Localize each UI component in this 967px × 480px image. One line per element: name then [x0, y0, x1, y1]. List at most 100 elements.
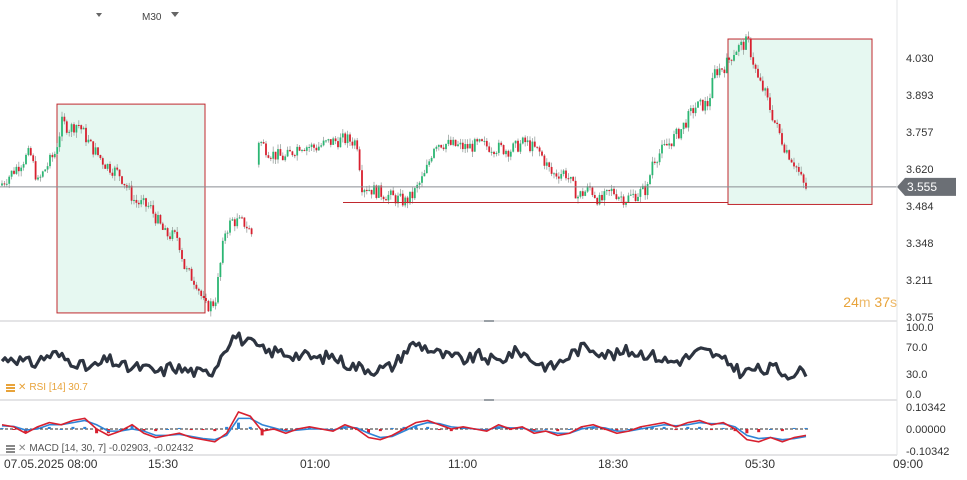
- candle-body: [788, 150, 791, 160]
- macd-histogram-bar: [95, 429, 99, 434]
- candle-body: [461, 142, 464, 150]
- candle-body: [375, 185, 378, 198]
- candle-body: [233, 219, 236, 227]
- close-icon[interactable]: ✕: [18, 442, 27, 454]
- candle-body: [327, 139, 330, 141]
- candle-body: [82, 127, 85, 130]
- countdown-s-unit: s: [890, 294, 897, 310]
- candle-body: [29, 148, 32, 156]
- rsi-legend[interactable]: ✕ RSI [14] 30.7: [6, 382, 88, 393]
- candle-body: [778, 124, 781, 134]
- candlestick-series[interactable]: [1, 31, 807, 317]
- candle-body: [361, 170, 363, 193]
- macd-pane: [0, 410, 810, 443]
- candle-body: [344, 133, 347, 144]
- candle-body: [733, 54, 735, 61]
- pane-resize-handle[interactable]: [484, 320, 494, 322]
- candle-body: [718, 68, 721, 76]
- bars-icon[interactable]: [6, 445, 15, 453]
- candle-body: [567, 178, 570, 180]
- candle-body: [241, 217, 243, 219]
- price-tick-label: 3.075: [906, 312, 934, 324]
- candle-body: [188, 268, 191, 270]
- price-tick-label: 3.620: [906, 164, 934, 176]
- time-tick-label: 05:30: [745, 457, 775, 471]
- candle-body: [97, 147, 99, 155]
- candle-body: [1, 183, 3, 186]
- candle-body: [627, 195, 630, 203]
- timeframe-selector[interactable]: M30: [142, 12, 162, 23]
- candle-body: [682, 122, 685, 130]
- candle-body: [404, 197, 407, 206]
- candle-body: [289, 149, 291, 152]
- candle-body: [754, 64, 757, 69]
- candle-body: [692, 108, 695, 114]
- candle-body: [56, 147, 59, 154]
- candle-body: [394, 195, 397, 204]
- candle-body: [207, 300, 210, 312]
- macd-histogram-bar: [343, 426, 347, 429]
- candle-body: [281, 155, 284, 161]
- candle-body: [670, 143, 673, 147]
- macd-tick-label: 0.00000: [906, 424, 946, 436]
- close-icon[interactable]: ✕: [18, 381, 27, 393]
- candle-body: [661, 144, 663, 154]
- candle-body: [365, 189, 368, 191]
- candle-body: [776, 122, 779, 125]
- candle-body: [8, 176, 11, 184]
- candle-body: [49, 154, 51, 167]
- pane-resize-handle[interactable]: [484, 399, 494, 401]
- candle-body: [197, 288, 200, 291]
- macd-histogram-bar: [579, 426, 583, 429]
- candle-body: [764, 88, 767, 91]
- macd-legend[interactable]: ✕ MACD [14, 30, 7] -0.02903, -0.02432: [6, 443, 193, 454]
- candle-body: [673, 134, 675, 147]
- candle-body: [157, 214, 159, 224]
- candle-body: [101, 158, 104, 165]
- macd-histogram-bar: [307, 426, 311, 429]
- macd-histogram-bar: [780, 429, 784, 432]
- rsi-tick-label: 0.0: [906, 389, 921, 401]
- candle-body: [380, 185, 383, 197]
- candle-body: [349, 134, 351, 142]
- candle-body: [296, 146, 299, 156]
- macd-histogram-bar: [83, 426, 87, 429]
- candle-body: [497, 142, 500, 153]
- price-tick-label: 3.757: [906, 127, 934, 139]
- candle-body: [392, 190, 395, 196]
- candle-body: [209, 301, 212, 312]
- bars-icon[interactable]: [6, 384, 15, 392]
- candle-body: [202, 296, 205, 298]
- candle-body: [229, 220, 231, 233]
- candle-body: [147, 205, 150, 207]
- candle-body: [185, 268, 188, 270]
- candle-body: [37, 177, 39, 180]
- candle-body: [771, 109, 774, 121]
- candle-body: [793, 162, 795, 167]
- candle-body: [805, 182, 807, 189]
- candle-body: [709, 98, 711, 107]
- candle-body: [524, 137, 527, 143]
- price-tick-label: 3.893: [906, 90, 934, 102]
- candle-body: [25, 154, 27, 165]
- candle-body: [545, 162, 548, 166]
- candle-body: [53, 153, 56, 158]
- candle-body: [704, 101, 707, 111]
- macd-tick-label: 0.10342: [906, 402, 946, 414]
- caret-down-icon[interactable]: [96, 13, 102, 17]
- candle-body: [634, 193, 637, 202]
- candle-body: [517, 140, 519, 152]
- candle-body: [425, 164, 428, 174]
- price-tag-shape: [897, 177, 956, 196]
- macd-line: [1, 410, 807, 443]
- candle-body: [680, 129, 683, 139]
- candle-body: [433, 148, 435, 158]
- caret-down-icon[interactable]: [171, 12, 179, 17]
- candle-body: [665, 143, 668, 146]
- candle-body: [502, 145, 505, 155]
- candle-body: [298, 146, 301, 151]
- macd-histogram-bar: [284, 429, 288, 432]
- macd-legend-text: MACD [14, 30, 7] -0.02903, -0.02432: [29, 443, 194, 454]
- candle-body: [725, 57, 728, 74]
